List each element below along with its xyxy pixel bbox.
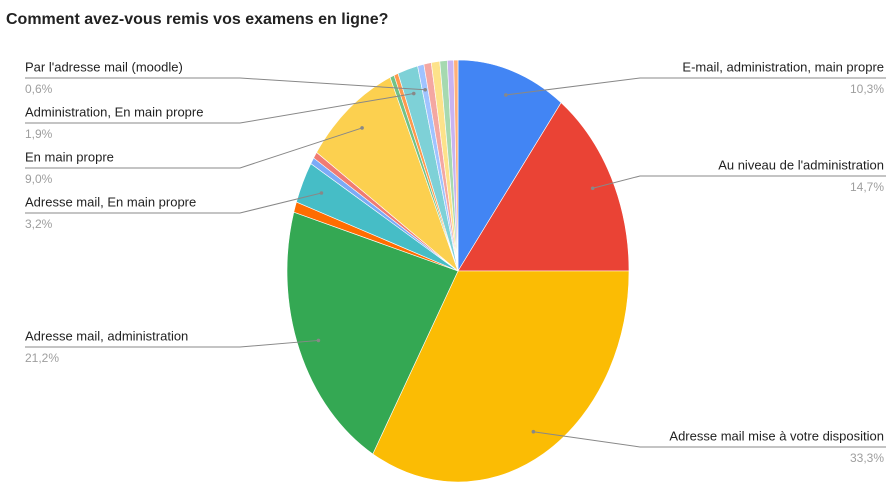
- slice-value-label: 33,3%: [850, 451, 884, 465]
- chart-title: Comment avez-vous remis vos examens en l…: [6, 11, 388, 28]
- slice-value-label: 9,0%: [25, 172, 53, 186]
- slice-label: Au niveau de l'administration: [718, 157, 884, 172]
- pie-slice: [457, 59, 562, 273]
- leader-line: [25, 192, 322, 214]
- slice-label: Administration, En main propre: [25, 104, 203, 119]
- slice-label: E-mail, administration, main propre: [682, 59, 884, 74]
- slice-label: En main propre: [25, 149, 114, 164]
- pie-slice: [316, 76, 459, 272]
- pie-slice: [457, 102, 630, 272]
- leader-dot: [316, 338, 321, 343]
- leader-dot: [531, 429, 536, 434]
- leader-dot: [319, 191, 324, 195]
- leader-dot: [504, 93, 508, 97]
- leader-line: [25, 339, 319, 348]
- leader-dot: [423, 87, 427, 92]
- slice-label: Adresse mail, En main propre: [25, 194, 196, 209]
- leader-line: [25, 127, 363, 169]
- leader-line: [25, 93, 414, 124]
- slice-value-label: 14,7%: [850, 180, 884, 194]
- pie-slice: [453, 59, 459, 272]
- leader-line: [533, 431, 886, 448]
- slice-value-label: 10,3%: [850, 82, 884, 96]
- slice-label: Par l'adresse mail (moodle): [25, 59, 183, 74]
- slice-label: Adresse mail, administration: [25, 328, 188, 343]
- leader-dot: [360, 126, 364, 130]
- pie-slice: [286, 211, 459, 455]
- slice-value-label: 1,9%: [25, 127, 53, 141]
- leader-line: [505, 77, 886, 96]
- leader-dot: [411, 91, 416, 96]
- slice-label: Adresse mail mise à votre disposition: [669, 428, 884, 443]
- pie-slice: [372, 270, 630, 483]
- slice-value-label: 0,6%: [25, 82, 53, 96]
- leader-line: [25, 77, 426, 91]
- slice-value-label: 21,2%: [25, 351, 59, 365]
- leader-line: [592, 175, 886, 189]
- leader-dot: [590, 186, 595, 191]
- slice-value-label: 3,2%: [25, 217, 53, 231]
